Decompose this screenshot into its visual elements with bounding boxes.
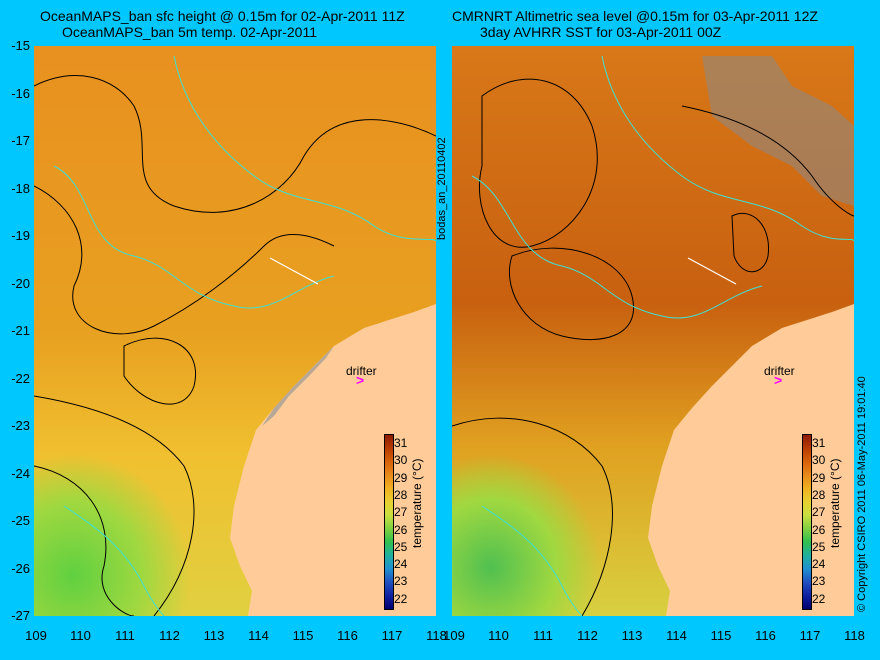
y-tick-label: -24 (11, 465, 30, 481)
left-x-tick-label: 113 (203, 628, 225, 643)
left-bathymetry-3 (63, 505, 165, 616)
left-colorbar-tick-label: 25 (394, 539, 408, 554)
right-bathymetry-3 (481, 505, 583, 616)
right-colorbar-tick-label: 23 (812, 574, 826, 589)
y-tick-label: -23 (11, 418, 30, 433)
right-colorbar-tick-label: 24 (812, 557, 826, 572)
right-x-tick-label: 116 (755, 628, 776, 643)
right-x-tick-label: 117 (799, 628, 821, 643)
right-drifter-arrow-icon: > (774, 372, 783, 388)
left-title-line1: OceanMAPS_ban sfc height @ 0.15m for 02-… (40, 8, 405, 24)
left-colorbar-tick-label: 24 (394, 557, 408, 572)
left-x-tick-label: 112 (159, 628, 180, 643)
y-tick-label: -15 (11, 38, 30, 53)
right-title-line2: 3day AVHRR SST for 03-Apr-2011 00Z (480, 24, 722, 40)
right-colorbar-title: temperature (°C) (828, 458, 842, 549)
right-contour-3 (731, 213, 769, 273)
right-colorbar-tick-label: 22 (812, 591, 826, 606)
right-x-tick-label: 109 (443, 628, 465, 643)
right-x-tick-label: 113 (621, 628, 643, 643)
left-contour-5 (34, 465, 135, 616)
right-x-tick-label: 112 (577, 628, 598, 643)
right-colorbar-tick-label: 31 (812, 436, 826, 450)
right-contour-2 (508, 247, 634, 341)
right-colorbar-tick-label: 29 (812, 470, 826, 485)
y-tick-label: -21 (11, 323, 30, 338)
left-colorbar-tick-label: 26 (394, 522, 408, 537)
left-colorbar-tick-label: 28 (394, 487, 408, 502)
left-x-tick-label: 118 (426, 628, 447, 643)
left-x-tick-label: 117 (381, 628, 403, 643)
copyright-label: © Copyright CSIRO 2011 06-May-2011 19:01… (856, 376, 868, 612)
left-map-panel: drifter > (34, 46, 436, 616)
y-tick-label: -16 (11, 85, 30, 101)
left-x-tick-label: 116 (337, 628, 358, 643)
right-contour-1 (478, 78, 598, 248)
right-colorbar (802, 434, 812, 610)
left-x-tick-label: 110 (70, 628, 91, 643)
left-transect-line (269, 257, 319, 285)
left-drifter-label: drifter (346, 364, 377, 378)
left-contour-2 (34, 185, 335, 335)
left-colorbar-tick-label: 27 (394, 505, 408, 520)
left-coast-shelf (262, 346, 334, 426)
y-tick-label: -26 (11, 560, 30, 576)
left-x-tick-label: 111 (115, 628, 135, 643)
right-colorbar-tick-label: 28 (812, 487, 826, 502)
left-drifter-arrow-icon: > (356, 372, 365, 388)
right-contour-5 (681, 105, 854, 217)
right-title-line1: CMRNRT Altimetric sea level @0.15m for 0… (452, 8, 818, 24)
right-bathymetry-1 (471, 175, 763, 319)
right-bathymetry-2 (601, 55, 854, 242)
run-id-label: bodas_an_20110402 (436, 137, 448, 240)
right-transect-line (687, 257, 737, 285)
left-x-tick-label: 109 (25, 628, 47, 643)
right-colorbar-tick-label: 25 (812, 539, 826, 554)
left-bathymetry-1 (53, 165, 335, 309)
left-colorbar-tick-label: 29 (394, 470, 408, 485)
y-tick-label: -17 (11, 133, 30, 148)
right-x-tick-label: 118 (844, 628, 865, 643)
left-bathymetry-2 (173, 55, 436, 242)
right-x-tick-label: 110 (488, 628, 509, 643)
left-colorbar-tick-label: 23 (394, 574, 408, 589)
left-x-tick-label: 115 (292, 628, 314, 643)
right-map-svg (452, 46, 854, 616)
left-colorbar-tick-label: 22 (394, 591, 408, 606)
right-colorbar-tick-label: 27 (812, 505, 826, 520)
y-tick-label: -22 (11, 370, 30, 386)
right-x-tick-label: 115 (710, 628, 732, 643)
left-colorbar (384, 434, 394, 610)
left-x-tick-label: 114 (248, 628, 269, 643)
right-drifter-label: drifter (764, 364, 795, 378)
left-contour-1 (34, 75, 436, 213)
right-cloud-mask (702, 56, 854, 206)
right-colorbar-tick-label: 30 (812, 453, 826, 468)
left-map-svg (34, 46, 436, 616)
y-tick-label: -25 (11, 513, 30, 528)
y-tick-label: -19 (11, 228, 30, 243)
right-map-panel: drifter > (452, 46, 854, 616)
left-contour-4 (34, 395, 195, 616)
right-colorbar-tick-label: 26 (812, 522, 826, 537)
left-colorbar-title: temperature (°C) (410, 458, 424, 549)
y-tick-label: -27 (11, 608, 30, 623)
left-contour-3 (123, 337, 196, 405)
y-tick-label: -18 (11, 180, 30, 196)
left-colorbar-tick-label: 31 (394, 436, 408, 450)
left-title-line2: OceanMAPS_ban 5m temp. 02-Apr-2011 (62, 24, 317, 40)
right-x-tick-label: 114 (666, 628, 687, 643)
y-tick-label: -20 (11, 275, 30, 291)
left-colorbar-tick-label: 30 (394, 453, 408, 468)
right-contour-4 (452, 417, 613, 616)
right-x-tick-label: 111 (533, 628, 553, 643)
